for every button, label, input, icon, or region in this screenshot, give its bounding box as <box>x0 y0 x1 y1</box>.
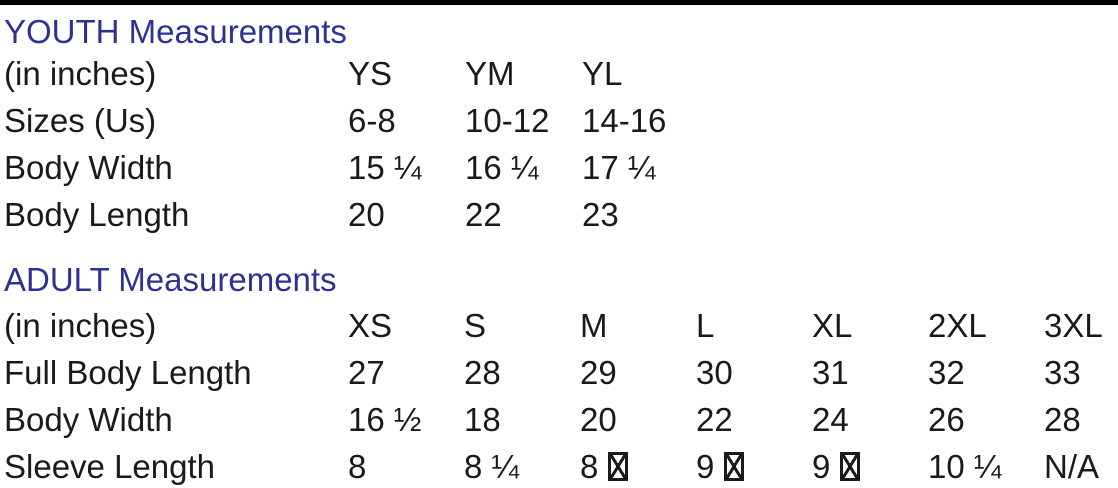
adult-col-xl: XL <box>812 307 853 344</box>
adult-col-l: L <box>696 307 715 344</box>
unit-label: (in inches) <box>4 55 157 92</box>
adult-measurements-table: (in inches) XS S M L XL 2XL 3XL Full Bod… <box>4 302 1118 488</box>
adult-col-3xl: 3XL <box>1044 307 1103 344</box>
table-row: Body Length 20 22 23 <box>4 191 1118 238</box>
table-row: Full Body Length 27 28 29 30 31 32 33 <box>4 349 1118 396</box>
cell: 29 <box>580 354 617 391</box>
top-divider-bar <box>0 0 1118 5</box>
youth-col-ys: YS <box>348 55 393 92</box>
cell: 9 <box>812 443 928 488</box>
cell: 22 <box>696 401 733 438</box>
cell: 9 <box>696 443 812 488</box>
cell: 24 <box>812 401 849 438</box>
cell: 8 ¼ <box>464 448 520 485</box>
cell: 16 ¼ <box>465 149 539 186</box>
missing-glyph-box <box>723 452 744 481</box>
cell: 28 <box>464 354 501 391</box>
row-label: Body Length <box>4 196 190 233</box>
youth-measurements-table: (in inches) YS YM YL Sizes (Us) 6-8 10-1… <box>4 50 1118 238</box>
cell: 32 <box>928 354 965 391</box>
size-chart: YOUTH Measurements (in inches) YS YM YL … <box>0 14 1118 488</box>
cell: 26 <box>928 401 965 438</box>
cell: 10-12 <box>465 102 550 139</box>
adult-col-m: M <box>580 307 608 344</box>
row-label: Body Width <box>4 149 173 186</box>
table-row: Sleeve Length 8 8 ¼ 8 9 9 10 ¼ N/A <box>4 443 1118 488</box>
row-label: Sizes (Us) <box>4 102 157 139</box>
row-label: Full Body Length <box>4 354 252 391</box>
adult-header-row: (in inches) XS S M L XL 2XL 3XL <box>4 302 1118 349</box>
cell: 20 <box>580 401 617 438</box>
cell: 6-8 <box>348 102 396 139</box>
adult-col-s: S <box>464 307 487 344</box>
youth-header-row: (in inches) YS YM YL <box>4 50 1118 97</box>
cell: 16 ½ <box>348 401 422 438</box>
cell: 28 <box>1044 401 1081 438</box>
cell: 33 <box>1044 354 1081 391</box>
table-row: Body Width 16 ½ 18 20 22 24 26 28 <box>4 396 1118 443</box>
adult-col-xs: XS <box>348 307 393 344</box>
row-label: Sleeve Length <box>4 448 216 485</box>
cell: 27 <box>348 354 385 391</box>
cell: 17 ¼ <box>582 149 656 186</box>
adult-section-title: ADULT Measurements <box>4 261 337 298</box>
cell: 8 <box>348 448 367 485</box>
adult-col-2xl: 2XL <box>928 307 987 344</box>
cell: 23 <box>582 196 619 233</box>
youth-section-title: YOUTH Measurements <box>4 13 347 50</box>
missing-glyph-box <box>839 452 860 481</box>
youth-col-yl: YL <box>582 55 623 92</box>
cell: 8 <box>580 443 696 488</box>
table-row: Body Width 15 ¼ 16 ¼ 17 ¼ <box>4 144 1118 191</box>
missing-glyph-box <box>607 452 628 481</box>
cell: 31 <box>812 354 849 391</box>
cell: 22 <box>465 196 502 233</box>
cell: 18 <box>464 401 501 438</box>
cell: 30 <box>696 354 733 391</box>
cell: 14-16 <box>582 102 667 139</box>
cell: 20 <box>348 196 385 233</box>
youth-col-ym: YM <box>465 55 515 92</box>
cell: 10 ¼ <box>928 448 1002 485</box>
unit-label: (in inches) <box>4 307 157 344</box>
cell: 15 ¼ <box>348 149 422 186</box>
cell: N/A <box>1044 448 1100 485</box>
table-row: Sizes (Us) 6-8 10-12 14-16 <box>4 97 1118 144</box>
row-label: Body Width <box>4 401 173 438</box>
